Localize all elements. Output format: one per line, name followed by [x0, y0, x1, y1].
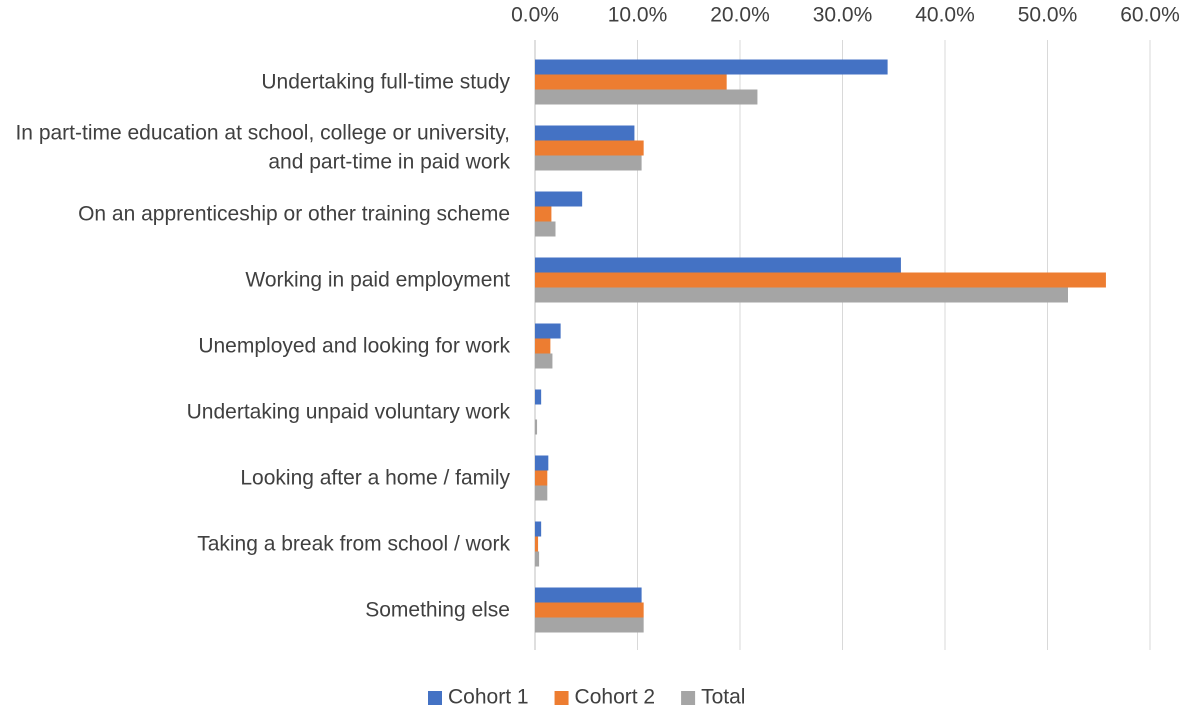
- bar: [535, 89, 758, 105]
- legend-swatch: [554, 691, 569, 705]
- legend-swatch: [681, 691, 696, 705]
- bar: [535, 485, 548, 501]
- legend-label: Cohort 1: [448, 686, 529, 709]
- bar: [535, 587, 642, 603]
- bar: [535, 536, 539, 552]
- bar: [535, 419, 538, 435]
- y-tick-label: Something else: [365, 598, 510, 622]
- y-tick-label: In part-time education at school, colleg…: [15, 121, 510, 174]
- bar: [535, 521, 542, 537]
- bar: [535, 602, 644, 618]
- bar: [535, 191, 583, 207]
- legend-label: Cohort 2: [575, 686, 656, 709]
- bar: [535, 155, 642, 171]
- y-tick-label: Unemployed and looking for work: [198, 334, 510, 358]
- x-tick-label: 30.0%: [813, 4, 873, 27]
- bar: [535, 338, 551, 354]
- y-tick-label: Undertaking unpaid voluntary work: [186, 400, 510, 424]
- bar: [535, 272, 1106, 288]
- x-tick-label: 10.0%: [608, 4, 668, 27]
- bar: [535, 353, 553, 369]
- bar: [535, 59, 888, 75]
- y-tick-label: Looking after a home / family: [240, 466, 510, 490]
- y-tick-label: On an apprenticeship or other training s…: [78, 202, 510, 226]
- legend-swatch: [428, 691, 442, 705]
- bar: [535, 551, 540, 567]
- bar: [535, 323, 561, 339]
- bar: [535, 287, 1068, 303]
- bar: [535, 389, 542, 405]
- x-tick-label: 40.0%: [915, 4, 975, 27]
- bar: [535, 206, 552, 222]
- bar: [535, 74, 727, 90]
- y-tick-label: Working in paid employment: [245, 268, 510, 292]
- bar: [535, 221, 556, 237]
- bar: [535, 125, 635, 141]
- bar: [535, 617, 644, 633]
- legend-label: Total: [701, 686, 745, 709]
- x-tick-label: 60.0%: [1120, 4, 1180, 27]
- x-tick-label: 50.0%: [1018, 4, 1078, 27]
- bar: [535, 257, 901, 273]
- x-tick-label: 20.0%: [710, 4, 770, 27]
- x-tick-label: 0.0%: [511, 4, 559, 27]
- bar: [535, 455, 549, 471]
- bar: [535, 470, 548, 486]
- y-tick-label: Taking a break from school / work: [197, 532, 510, 556]
- bar: [535, 140, 644, 156]
- y-tick-label: Undertaking full-time study: [261, 70, 510, 94]
